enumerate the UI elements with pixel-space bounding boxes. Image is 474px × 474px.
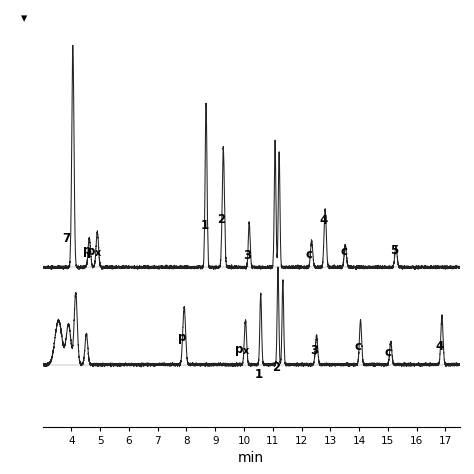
Text: 2: 2: [218, 213, 226, 226]
Text: 4: 4: [320, 215, 328, 228]
Text: 3: 3: [310, 345, 318, 357]
Text: c: c: [306, 248, 313, 261]
Text: 7: 7: [62, 232, 70, 245]
Text: 1: 1: [255, 368, 263, 382]
X-axis label: min: min: [238, 451, 264, 465]
Text: 4: 4: [436, 340, 444, 353]
Text: p: p: [178, 331, 186, 344]
Text: ▾: ▾: [21, 12, 27, 25]
Text: 1: 1: [201, 219, 209, 232]
Text: 5: 5: [390, 245, 398, 257]
Text: x: x: [95, 248, 101, 258]
Text: x: x: [243, 346, 249, 356]
Text: c: c: [340, 245, 347, 257]
Text: p: p: [235, 344, 243, 356]
Text: c: c: [355, 340, 362, 353]
Text: p: p: [87, 245, 95, 258]
Text: 2: 2: [272, 361, 280, 374]
Text: c: c: [385, 346, 392, 359]
Text: 3: 3: [243, 249, 251, 262]
Text: p: p: [83, 244, 91, 257]
